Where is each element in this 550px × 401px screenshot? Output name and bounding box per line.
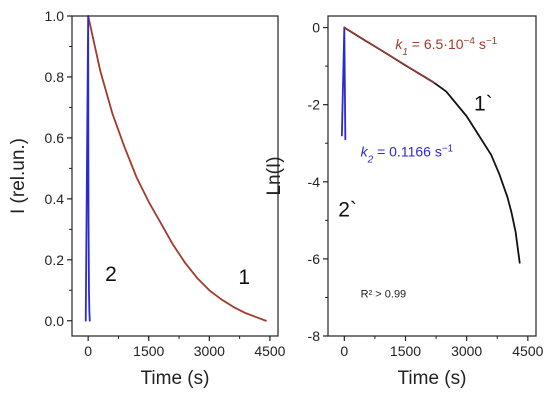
k1-unit-exponent: −1 <box>486 35 498 46</box>
curve-label: 1` <box>474 92 493 115</box>
y-tick-label: -2 <box>308 97 321 113</box>
left-panel: 0 1500 3000 4500 0.0 0.2 0.4 0.6 0.8 1.0 1 2 Time … <box>8 8 286 389</box>
y-tick-label: -6 <box>308 251 321 267</box>
y-tick-label: -4 <box>308 174 321 190</box>
y-tick-label: 0 <box>312 20 320 36</box>
k1-annotation: k1 = 6.5·10−4 s−1 <box>395 35 497 57</box>
right-panel: 0 1500 3000 4500 0 -2 -4 -6 -8 1` 2` Time (s) Ln(… <box>264 15 544 389</box>
series-line-3 <box>343 26 435 84</box>
x-tick-label: 3000 <box>194 343 225 359</box>
k1-value: = 6.5·10 <box>408 36 464 52</box>
x-tick-label: 4500 <box>512 343 543 359</box>
y-tick-label: -8 <box>308 328 321 344</box>
series-line-1 <box>87 15 267 322</box>
curve-label: 2` <box>338 198 357 221</box>
left-y-axis-label: I (rel.un.) <box>8 138 29 214</box>
k2-subscript: 2 <box>367 154 374 165</box>
r-squared-annotation: R² > 0.99 <box>361 288 407 300</box>
x-tick-label: 0 <box>84 343 92 359</box>
k1-exponent: −4 <box>464 35 476 46</box>
k1-unit: s <box>475 36 486 52</box>
y-tick-label: 0.4 <box>45 191 65 207</box>
k2-unit-exponent: −1 <box>442 143 454 154</box>
left-plot-frame <box>71 15 279 337</box>
k1-symbol: k <box>395 36 403 52</box>
k2-annotation: k2 = 0.1166 s−1 <box>361 143 454 165</box>
curve-label: 1 <box>238 266 250 289</box>
right-x-axis-label: Time (s) <box>398 368 467 389</box>
y-tick-label: 1.0 <box>45 8 65 24</box>
series-line-2 <box>340 26 347 141</box>
y-tick-label: 0.8 <box>45 69 65 85</box>
k2-value: = 0.1166 s <box>373 144 442 160</box>
x-tick-label: 0 <box>340 343 348 359</box>
series-line-2 <box>84 15 91 322</box>
y-tick-label: 0.0 <box>45 313 65 329</box>
curve-label: 2 <box>105 263 117 286</box>
right-y-axis-label: Ln(I) <box>264 156 285 195</box>
x-tick-label: 3000 <box>451 343 482 359</box>
x-tick-label: 1500 <box>133 343 164 359</box>
y-tick-label: 0.2 <box>45 252 65 268</box>
k1-subscript: 1 <box>402 46 408 57</box>
k2-symbol: k <box>361 144 369 160</box>
right-plot-frame <box>327 15 537 337</box>
x-tick-label: 1500 <box>390 343 421 359</box>
x-tick-label: 4500 <box>254 343 285 359</box>
y-tick-label: 0.6 <box>45 130 65 146</box>
left-x-axis-label: Time (s) <box>141 368 210 389</box>
